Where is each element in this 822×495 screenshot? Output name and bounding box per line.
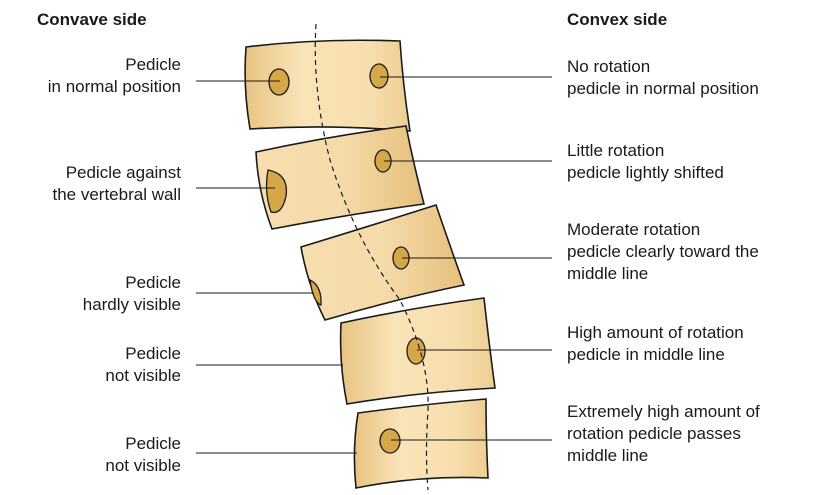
pedicle-convex-1	[369, 63, 389, 89]
pedicle-concave-2	[265, 169, 288, 214]
left-label-4: Pedicle not visible	[105, 344, 181, 385]
right-label-3: Moderate rotation pedicle clearly toward …	[567, 220, 759, 283]
vertebra-2	[255, 125, 426, 230]
pedicle-central-5	[379, 428, 401, 454]
vertebra-1	[244, 39, 411, 132]
vertebra-4	[339, 297, 496, 405]
right-label-2: Little rotation pedicle lightly shifted	[567, 141, 724, 182]
right-label-5: Extremely high amount of rotation pedicle…	[567, 402, 760, 465]
concave-side-header: Convave side	[37, 10, 147, 29]
left-label-1: Pedicle in normal position	[47, 55, 181, 96]
pedicle-central-4	[406, 337, 426, 365]
pedicle-concave-3	[309, 278, 322, 306]
right-label-4: High amount of rotation pedicle in middle…	[567, 323, 744, 364]
convex-side-header: Convex side	[567, 10, 668, 29]
right-label-1: No rotation pedicle in normal position	[567, 57, 759, 98]
vertebra-3	[300, 204, 466, 321]
vertebra-5	[353, 398, 489, 489]
left-label-5: Pedicle not visible	[105, 434, 181, 475]
left-leader-lines	[196, 80, 357, 454]
pedicle-concave-1	[268, 68, 290, 96]
right-leader-lines	[380, 76, 552, 441]
left-label-2: Pedicle against the vertebral wall	[52, 163, 181, 204]
left-label-3: Pedicle hardly visible	[82, 273, 181, 314]
